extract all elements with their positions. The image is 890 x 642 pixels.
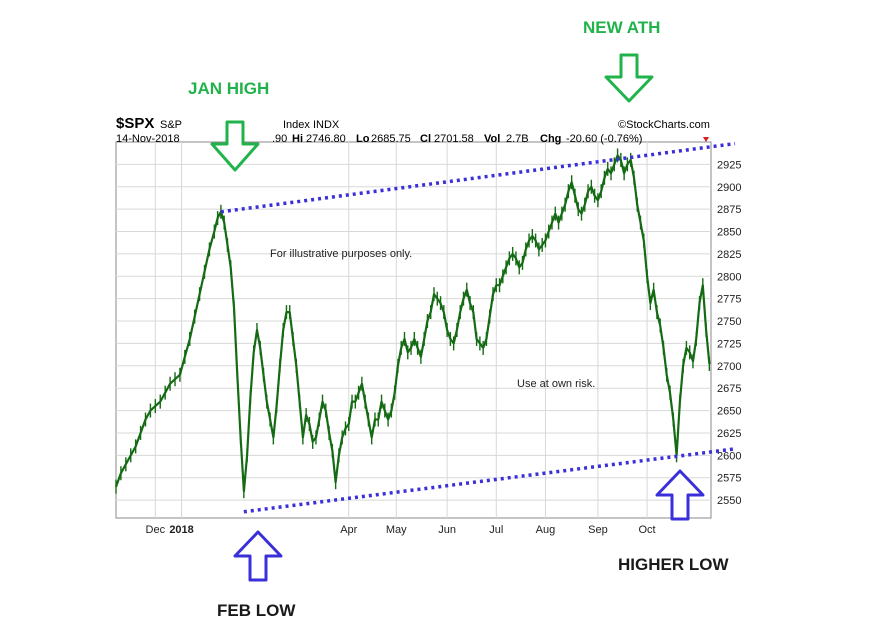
y-tick-label: 2775 [717, 294, 741, 306]
chg-label: Chg [540, 133, 561, 145]
arrow-down-icon [210, 120, 260, 172]
plot-area [115, 141, 712, 519]
lo-label: Lo [356, 133, 370, 145]
chart-date: 14-Nov-2018 [116, 133, 180, 145]
hi-label: Hi [292, 133, 303, 145]
arrow-up-icon [655, 469, 705, 521]
y-tick-label: 2825 [717, 249, 741, 261]
y-tick-label: 2650 [717, 406, 741, 418]
arrow-up-icon [233, 530, 283, 582]
series-line [114, 154, 711, 493]
risk-note: Use at own risk. [517, 378, 595, 390]
y-tick-label: 2925 [717, 159, 741, 171]
x-tick-label: Jul [489, 524, 503, 536]
feb-low-label: FEB LOW [217, 601, 296, 620]
trendline-upper [220, 141, 736, 214]
ticker-name: S&P [160, 119, 182, 131]
chg-value: -20.60 (-0.76%) [566, 133, 642, 145]
y-tick-label: 2900 [717, 182, 741, 194]
x-axis: Dec 2018 Apr May Jun Jul Aug Sep Oct [146, 524, 656, 536]
higher-low-label: HIGHER LOW [618, 555, 729, 574]
x-tick-label: Dec [146, 524, 166, 536]
y-tick-label: 2850 [717, 227, 741, 239]
arrow-down-icon [604, 53, 654, 103]
price-series [114, 148, 711, 499]
y-tick-label: 2750 [717, 316, 741, 328]
illustrative-note: For illustrative purposes only. [270, 248, 412, 260]
trend-lines [220, 141, 736, 514]
y-tick-label: 2575 [717, 473, 741, 485]
jan-high-label: JAN HIGH [188, 79, 269, 98]
open-value: .90 [272, 133, 287, 145]
x-tick-label: Oct [639, 524, 656, 536]
y-tick-label: 2600 [717, 450, 741, 462]
y-tick-label: 2700 [717, 361, 741, 373]
y-tick-label: 2625 [717, 428, 741, 440]
vol-label: Vol [484, 133, 500, 145]
y-tick-label: 2550 [717, 495, 741, 507]
x-tick-label: Apr [340, 524, 357, 536]
x-tick-label: Aug [536, 524, 556, 536]
trendline-lower [243, 447, 736, 514]
y-tick-label: 2875 [717, 204, 741, 216]
x-tick-label: Jun [438, 524, 456, 536]
lo-value: 2685.75 [371, 133, 411, 145]
chart-header: $SPX S&P 14-Nov-2018 Index INDX .90 Hi 2… [116, 115, 710, 145]
y-tick-label: 2800 [717, 271, 741, 283]
x-tick-label: May [386, 524, 407, 536]
y-axis: 2550 2575 2600 2625 2650 2675 2700 2725 2750 2775… [717, 159, 741, 507]
x-tick-label: 2018 [169, 524, 193, 536]
vol-value: 2.7B [506, 133, 529, 145]
index-label: Index INDX [283, 119, 340, 131]
hi-value: 2746.80 [306, 133, 346, 145]
grid-lines [116, 142, 711, 518]
source-credit: ©StockCharts.com [618, 119, 710, 131]
new-ath-label: NEW ATH [583, 18, 660, 37]
y-tick-label: 2675 [717, 383, 741, 395]
ticker-symbol: $SPX [116, 115, 154, 132]
cl-value: 2701.58 [434, 133, 474, 145]
y-tick-label: 2725 [717, 338, 741, 350]
cl-label: Cl [420, 133, 431, 145]
down-triangle-icon [703, 137, 709, 142]
x-tick-label: Sep [588, 524, 608, 536]
